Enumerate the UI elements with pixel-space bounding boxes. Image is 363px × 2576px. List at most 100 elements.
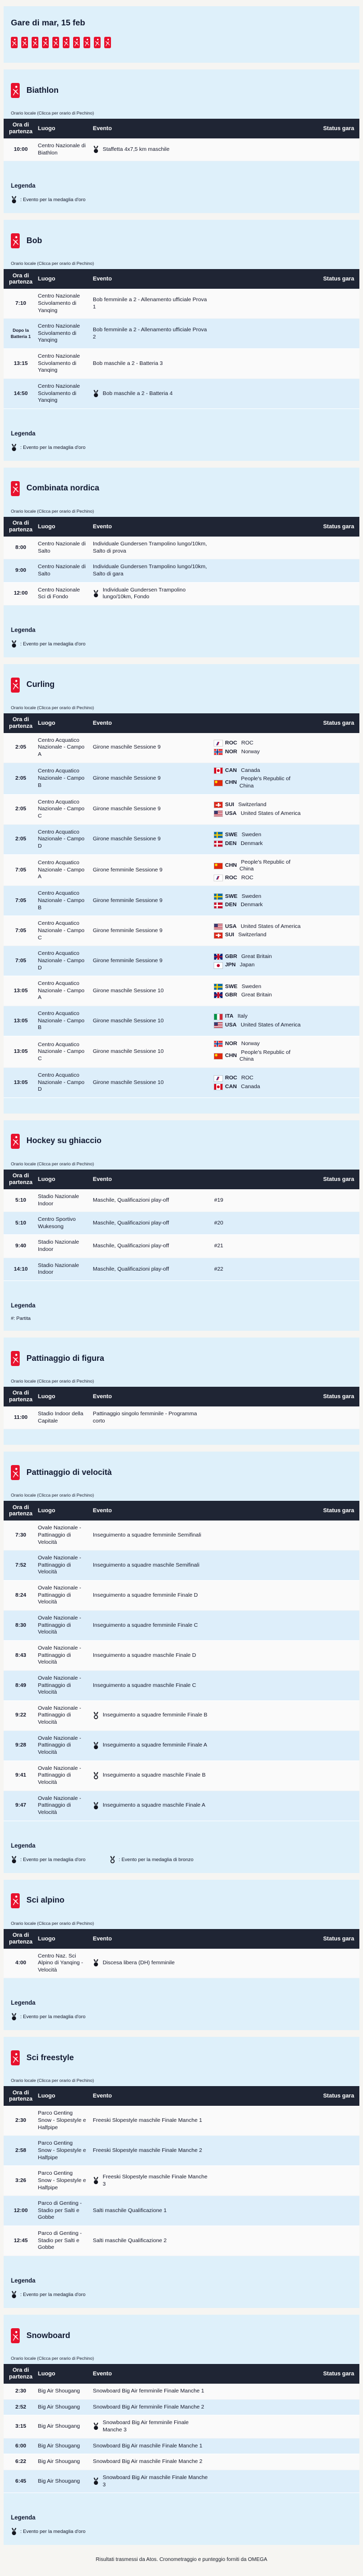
team: JPN Japan [214,962,304,969]
race-status [310,835,354,843]
pattinaggio-di-velocita-icon[interactable] [73,37,80,48]
event-name: Girone femminile Sessione 9 [93,866,163,873]
start-time: 9:28 [15,1742,26,1749]
column-header-time: Ora di partenza [9,272,33,286]
table-header-row: Ora di partenza Luogo Evento Status gara [4,2086,359,2106]
match-number: #21 [214,1243,224,1249]
event-name: Staffetta 4x7,5 km maschile [93,142,209,158]
start-time: 8:00 [15,544,26,551]
local-time-toggle-link[interactable]: Orario locale (Clicca per orario di Pech… [11,261,94,266]
teams [214,300,304,308]
team: CAN Canada [214,767,304,775]
column-header-venue: Luogo [38,523,55,530]
local-time-toggle-link[interactable]: Orario locale (Clicca per orario di Pech… [11,1493,94,1498]
event-row: 7:05 Centro Acquatico Nazionale - Campo A… [4,854,359,886]
venue: Centro Acquatico Nazionale - Campo D [38,1072,85,1093]
snowboard-icon[interactable] [104,37,111,48]
local-time-toggle-link[interactable]: Orario locale (Clicca per orario di Pech… [11,2078,94,2084]
column-header-time: Ora di partenza [9,2089,33,2103]
flag-ita-icon [214,1013,222,1020]
event-name: Girone femminile Sessione 9 [93,957,163,964]
legend: Legenda #: Partita [4,1281,359,1331]
gold-medal-icon [93,1801,99,1810]
hockey-su-ghiaccio-icon[interactable] [52,37,59,48]
biathlon-icon[interactable] [11,37,18,48]
venue: Ovale Nazionale - Pattinaggio di Velocit… [38,1735,81,1756]
sci-alpino-icon[interactable] [83,37,90,48]
race-status [310,1414,354,1422]
table-body: 8:00 Centro Nazionale di Salto Individuale… [4,536,359,606]
start-time: 2:05 [15,744,26,751]
team: CHN People's Republic of China [214,1049,304,1063]
event-row: 13:05 Centro Acquatico Nazionale - Campo … [4,1006,359,1037]
start-time: 5:10 [15,1219,26,1226]
event-name: Individuale Gundersen Trampolino lungo/1… [93,540,207,554]
curling-icon[interactable] [42,37,49,48]
start-time: 6:45 [15,2478,26,2484]
event-name: Inseguimento a squadre maschile Finale B [93,1768,209,1784]
event-row: 8:24 Ovale Nazionale - Pattinaggio di Vel… [4,1581,359,1611]
start-time: 2:58 [15,2147,26,2153]
table-body: 7:30 Ovale Nazionale - Pattinaggio di Vel… [4,1521,359,1821]
teams [214,2442,304,2450]
section-combinata-nordica: Combinata nordica Orario locale (Clicca … [4,467,359,657]
sci-freestyle-icon[interactable] [94,37,101,48]
start-time: 9:47 [15,1802,26,1809]
combinata-nordica-icon[interactable] [32,37,38,48]
race-status [310,330,354,338]
race-status [310,2478,354,2486]
start-time: 14:10 [13,1265,28,1272]
local-time-toggle-link[interactable]: Orario locale (Clicca per orario di Pech… [11,705,94,710]
venue: Centro Acquatico Nazionale - Campo B [38,768,85,789]
section-sci-freestyle: Sci freestyle Orario locale (Clicca per … [4,2037,359,2308]
start-time: 2:05 [15,836,26,842]
race-status [310,1078,354,1087]
teams: SWE Sweden DEN Denmark [214,827,304,851]
event-name: Maschile, Qualificazioni play-off [93,1243,169,1249]
teams [214,1651,304,1659]
pattinaggio-di-figura-icon[interactable] [63,37,69,48]
start-time: 2:52 [15,2403,26,2410]
event-row: 3:26 Parco Genting Snow - Slopestyle e Ha… [4,2166,359,2197]
local-time-toggle-link[interactable]: Orario locale (Clicca per orario di Pech… [11,2356,94,2361]
event-row: 3:15 Big Air Shougang Snowboard Big Air fe… [4,2415,359,2439]
race-status [310,1651,354,1659]
event-name: Inseguimento a squadre femminile Finale … [93,1622,198,1628]
start-time: 2:30 [15,2388,26,2395]
teams [214,567,304,575]
event-row: 2:05 Centro Acquatico Nazionale - Campo B… [4,763,359,795]
sport-section-header: Combinata nordica [4,468,359,496]
sport-section-title: Sci freestyle [26,2053,74,2062]
local-time-toggle-link[interactable]: Orario locale (Clicca per orario di Pech… [11,508,94,514]
gold-medal-icon [11,2291,17,2299]
local-time-toggle-link[interactable]: Orario locale (Clicca per orario di Pech… [11,1920,94,1926]
start-time: Dopo la Batteria 1 [10,328,31,339]
column-header-venue: Luogo [38,720,55,726]
flag-gbr-icon [214,953,222,960]
local-time-toggle-link[interactable]: Orario locale (Clicca per orario di Pech… [11,1378,94,1384]
legend-title: Legenda [11,1303,36,1309]
bronze-medal-icon [93,1771,99,1780]
gold-medal-icon [11,1855,17,1864]
local-time-toggle-link[interactable]: Orario locale (Clicca per orario di Pech… [11,110,94,116]
teams [214,2147,304,2155]
event-row: 14:10 Stadio Nazionale Indoor Maschile, Qu… [4,1258,359,1281]
curling-icon [11,677,20,693]
event-name: Bob femminile a 2 - Allenamento ufficial… [93,297,207,310]
teams [214,1771,304,1780]
bob-icon[interactable] [21,37,28,48]
venue: Centro Acquatico Nazionale - Campo A [38,860,85,880]
start-time: 9:22 [15,1712,26,1719]
legend-title: Legenda [11,183,36,190]
teams [214,1414,304,1422]
teams [214,2237,304,2245]
sport-section-title: Combinata nordica [26,484,100,493]
race-status [310,1531,354,1540]
column-header-event: Evento [93,1508,112,1514]
local-time-toggle-link[interactable]: Orario locale (Clicca per orario di Pech… [11,1161,94,1166]
legend-title: Legenda [11,2000,36,2007]
race-status [310,805,354,813]
event-row: 6:45 Big Air Shougang Snowboard Big Air ma… [4,2470,359,2494]
venue: Centro Acquatico Nazionale - Campo B [38,890,85,911]
